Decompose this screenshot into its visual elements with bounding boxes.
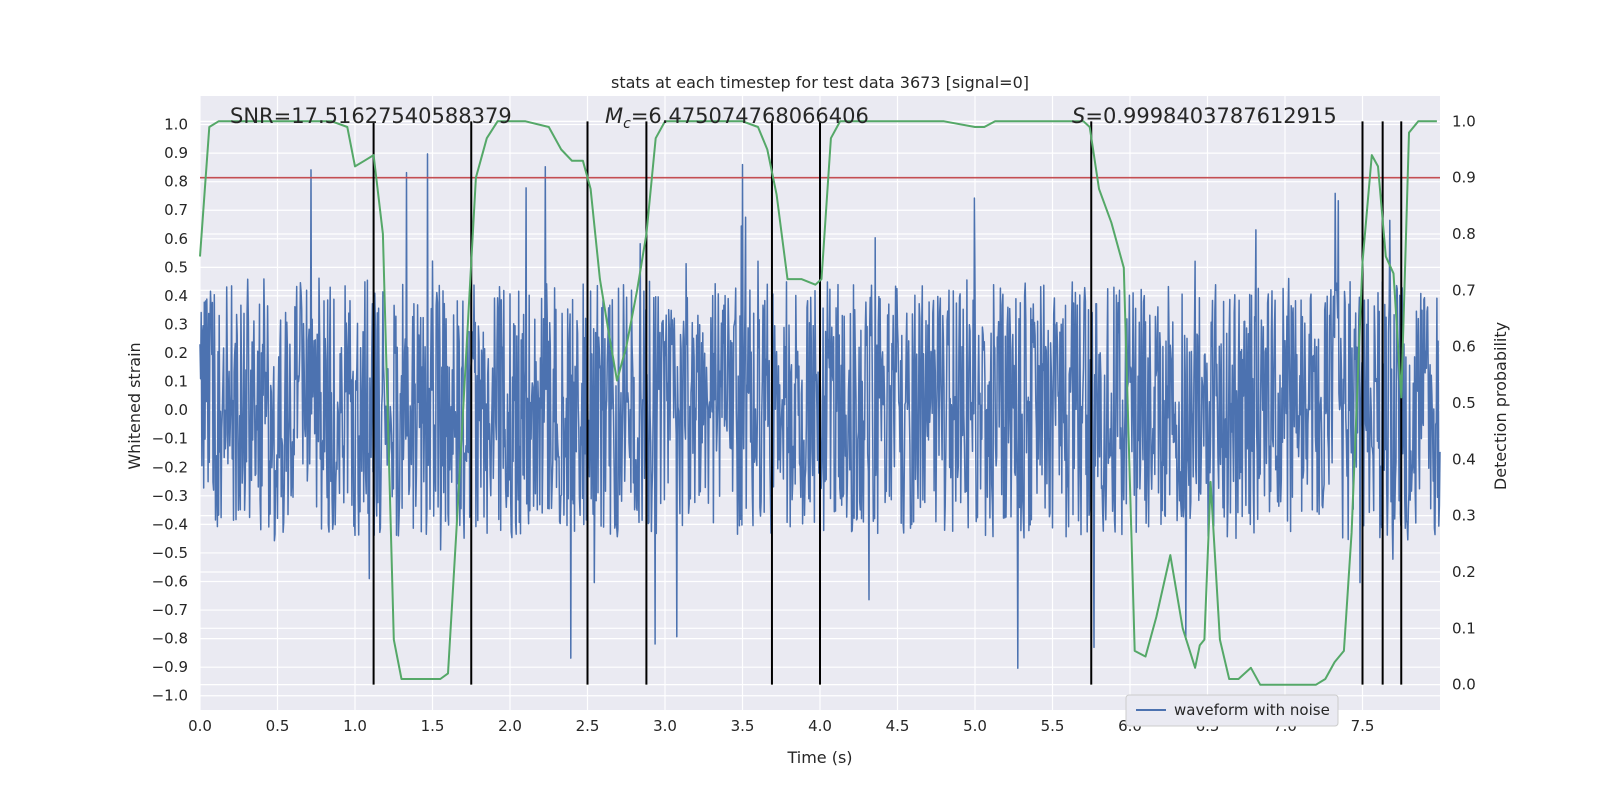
y-right-tick-label: 0.9	[1452, 169, 1476, 187]
x-tick-label: 2.0	[498, 717, 522, 735]
s-symbol: S	[1072, 104, 1085, 128]
y-tick-label: 0.3	[164, 315, 188, 333]
y-axis-right-label: Detection probability	[1491, 322, 1510, 490]
y-right-tick-label: 0.6	[1452, 338, 1476, 356]
s-annotation: S=0.9998403787612915	[1072, 104, 1337, 128]
x-tick-label: 1.5	[421, 717, 445, 735]
y-tick-label: 0.6	[164, 230, 188, 248]
chart-title: stats at each timestep for test data 367…	[611, 73, 1029, 92]
y-tick-label: −0.8	[152, 630, 188, 648]
mc-annotation: Mc=6.475074768066406	[605, 104, 869, 132]
y-right-tick-label: 0.5	[1452, 394, 1476, 412]
y-right-tick-label: 0.3	[1452, 507, 1476, 525]
y-tick-label: 0.7	[164, 201, 188, 219]
y-right-tick-label: 0.8	[1452, 225, 1476, 243]
x-tick-label: 1.0	[343, 717, 367, 735]
x-tick-label: 2.5	[576, 717, 600, 735]
x-tick-label: 3.0	[653, 717, 677, 735]
y-tick-label: −1.0	[152, 687, 188, 705]
y-tick-label: 0.1	[164, 373, 188, 391]
y-right-tick-label: 0.4	[1452, 450, 1476, 468]
y-axis-label: Whitened strain	[125, 342, 144, 469]
mc-value: =6.475074768066406	[631, 104, 869, 128]
y-tick-label: 0.2	[164, 344, 188, 362]
legend-label: waveform with noise	[1174, 701, 1330, 719]
y-tick-label: 0.8	[164, 173, 188, 191]
y-tick-label: −0.7	[152, 601, 188, 619]
y-tick-label: −0.4	[152, 515, 188, 533]
y-tick-label: −0.2	[152, 458, 188, 476]
y-tick-label: −0.5	[152, 544, 188, 562]
y-tick-label: −0.3	[152, 487, 188, 505]
y-right-tick-label: 0.2	[1452, 563, 1476, 581]
snr-annotation: SNR=17.51627540588379	[230, 104, 512, 128]
y-tick-label: 0.4	[164, 287, 188, 305]
s-value: =0.9998403787612915	[1085, 104, 1336, 128]
y-tick-label: 0.9	[164, 144, 188, 162]
y-right-tick-label: 0.0	[1452, 676, 1476, 694]
x-tick-label: 4.0	[808, 717, 832, 735]
x-tick-label: 5.0	[963, 717, 987, 735]
x-axis-label: Time (s)	[786, 748, 852, 767]
y-right-tick-label: 0.1	[1452, 619, 1476, 637]
x-tick-label: 0.0	[188, 717, 212, 735]
x-tick-label: 3.5	[731, 717, 755, 735]
x-tick-label: 7.5	[1351, 717, 1375, 735]
mc-symbol: M	[605, 104, 623, 128]
legend: waveform with noise	[1126, 695, 1338, 726]
y-right-tick-label: 0.7	[1452, 281, 1476, 299]
x-tick-label: 4.5	[886, 717, 910, 735]
x-tick-label: 0.5	[266, 717, 290, 735]
y-right-tick-label: 1.0	[1452, 112, 1476, 130]
y-tick-label: 1.0	[164, 116, 188, 134]
y-tick-label: 0.0	[164, 401, 188, 419]
y-tick-label: −0.9	[152, 658, 188, 676]
y-tick-label: −0.1	[152, 430, 188, 448]
y-tick-label: 0.5	[164, 258, 188, 276]
x-tick-label: 5.5	[1041, 717, 1065, 735]
y-tick-label: −0.6	[152, 572, 188, 590]
